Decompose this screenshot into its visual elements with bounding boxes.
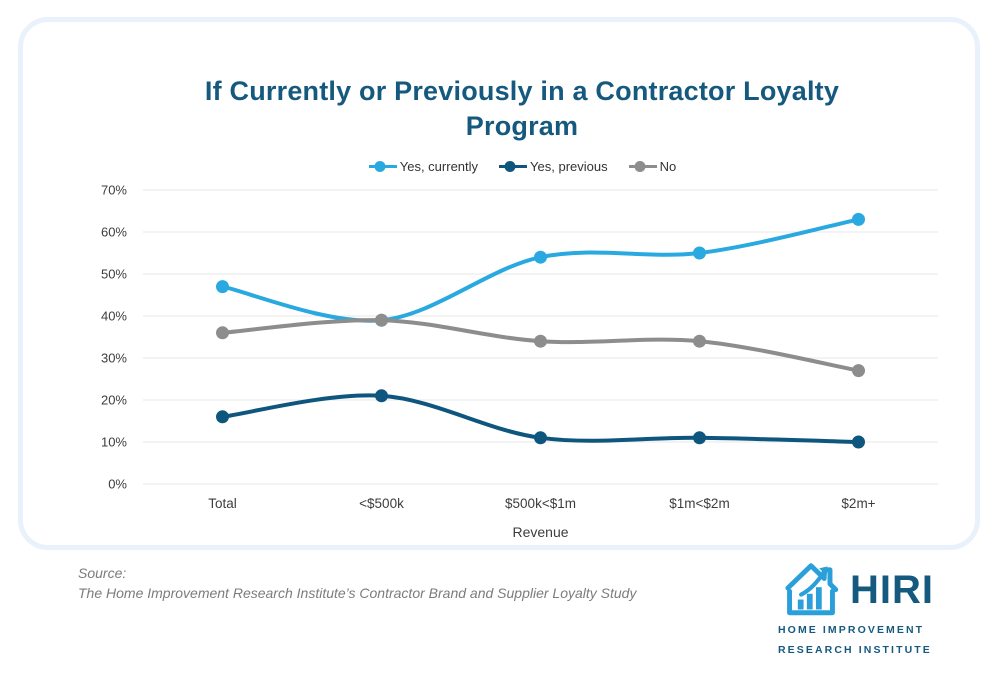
legend-item: Yes, currently [368, 159, 478, 174]
x-tick-label: Total [208, 496, 237, 511]
data-point-yes-previous [375, 389, 388, 403]
chart-area: 0% 10% 20% 30% 40% 50% 60% 70% Total <$500k $500k<… [93, 180, 953, 556]
source-label: Source: [78, 565, 127, 581]
x-tick-label: $2m+ [841, 496, 875, 511]
legend: Yes, currently Yes, previous No [23, 159, 998, 174]
data-point-no [852, 364, 865, 378]
data-point-yes-previous [852, 435, 865, 449]
y-tick-label: 70% [101, 183, 127, 198]
legend-marker-icon [628, 161, 657, 172]
source-note: Source: The Home Improvement Research In… [78, 563, 636, 603]
data-point-yes-previous [693, 431, 706, 445]
legend-label: Yes, previous [530, 159, 608, 174]
legend-marker-icon [499, 161, 528, 172]
logo-subtitle-line2: RESEARCH INSTITUTE [778, 644, 932, 656]
data-point-yes-currently [693, 246, 706, 260]
y-tick-label: 30% [101, 351, 127, 366]
logo-subtitle-line1: HOME IMPROVEMENT [778, 624, 925, 636]
legend-label: Yes, currently [399, 159, 479, 174]
data-point-yes-previous [534, 431, 547, 445]
data-point-yes-previous [216, 410, 229, 424]
source-text: The Home Improvement Research Institute’… [78, 585, 637, 601]
data-point-no [375, 313, 388, 327]
hiri-logo: HIRI HOME IMPROVEMENT RESEARCH INSTITUTE [778, 558, 938, 658]
x-tick-label: <$500k [359, 496, 404, 511]
y-tick-label: 20% [101, 393, 127, 408]
legend-label: No [659, 159, 677, 174]
series-line-yes-currently [220, 217, 861, 323]
x-axis-title: Revenue [512, 524, 569, 540]
x-tick-label: $1m<$2m [669, 496, 729, 511]
legend-item: No [628, 159, 677, 174]
y-tick-label: 60% [101, 225, 127, 240]
chart-title: If Currently or Previously in a Contract… [204, 76, 840, 141]
data-point-no [693, 334, 706, 348]
data-point-no [216, 326, 229, 340]
data-point-yes-currently [852, 212, 865, 226]
y-tick-label: 0% [108, 477, 127, 492]
legend-marker-icon [368, 161, 397, 172]
y-tick-label: 10% [101, 435, 127, 450]
legend-item: Yes, previous [498, 159, 608, 174]
y-tick-label: 40% [101, 309, 127, 324]
data-point-yes-currently [534, 250, 547, 264]
logo-wordmark: HIRI [850, 568, 934, 612]
x-tick-label: $500k<$1m [505, 496, 576, 511]
data-point-no [534, 334, 547, 348]
data-point-yes-currently [216, 280, 229, 294]
logo-top-row: HIRI [778, 558, 938, 618]
y-tick-label: 50% [101, 267, 127, 282]
chart-card: If Currently or Previously in a Contract… [18, 17, 980, 550]
line-chart: 0% 10% 20% 30% 40% 50% 60% 70% Total <$500k $500k<… [101, 183, 938, 511]
house-growth-arrow-icon [785, 563, 839, 616]
